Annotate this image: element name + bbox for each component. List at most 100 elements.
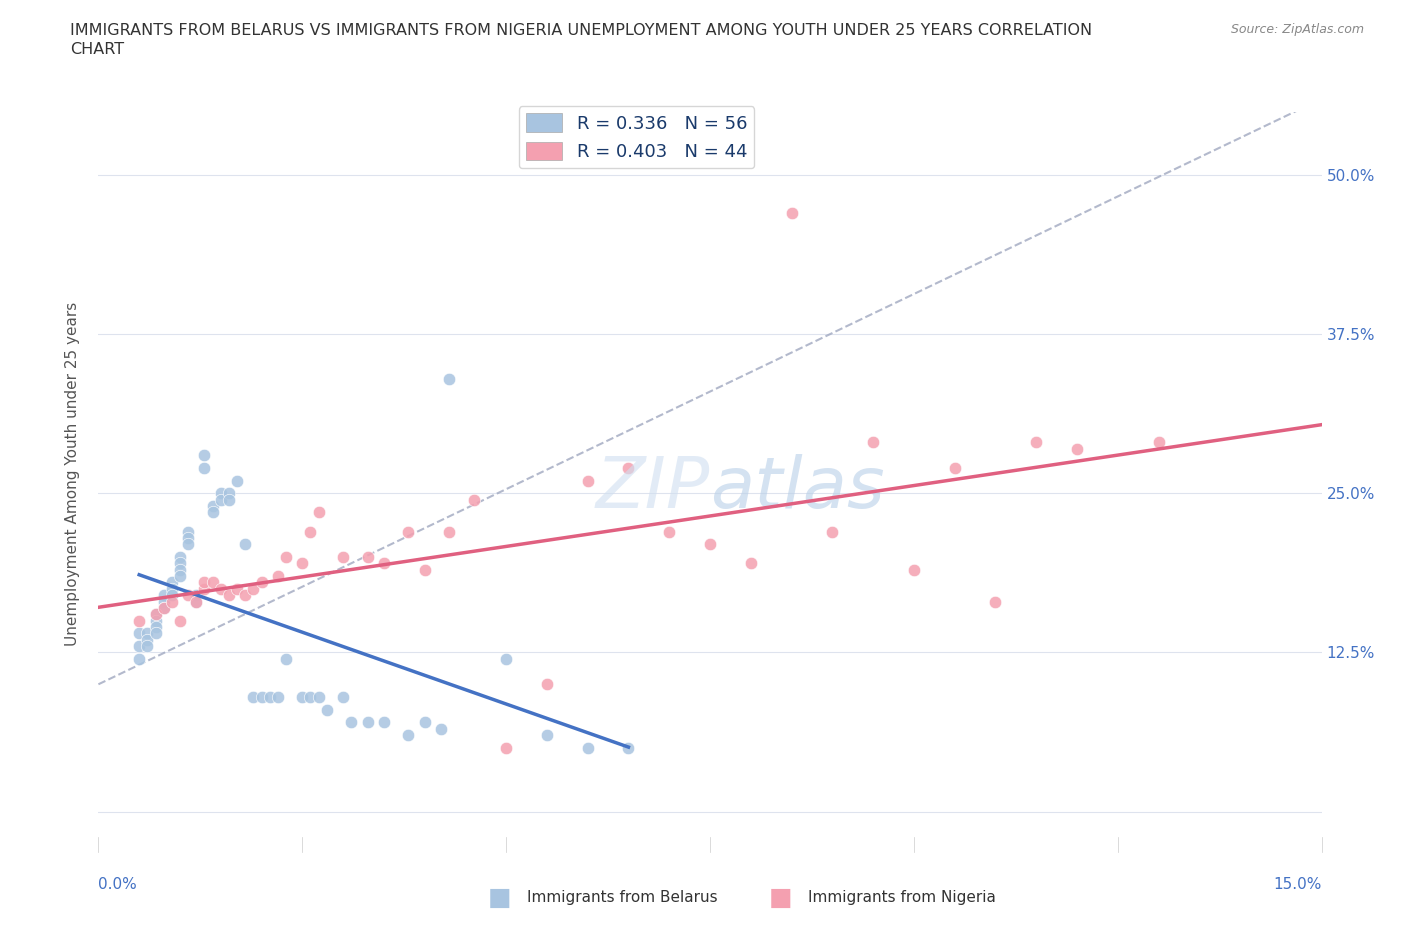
Point: [984, 594, 1007, 609]
Point: [152, 594, 174, 609]
Point: [340, 715, 363, 730]
Point: [658, 525, 681, 539]
Point: [193, 581, 215, 596]
Point: [136, 632, 159, 647]
Point: [160, 588, 183, 603]
Point: [177, 588, 200, 603]
Point: [193, 460, 215, 475]
Point: [250, 689, 273, 704]
Point: [209, 492, 232, 507]
Point: [943, 460, 966, 475]
Point: [145, 613, 167, 628]
Point: [536, 677, 558, 692]
Text: Immigrants from Nigeria: Immigrants from Nigeria: [808, 890, 997, 905]
Text: IMMIGRANTS FROM BELARUS VS IMMIGRANTS FROM NIGERIA UNEMPLOYMENT AMONG YOUTH UNDE: IMMIGRANTS FROM BELARUS VS IMMIGRANTS FR…: [70, 23, 1092, 38]
Point: [128, 639, 150, 654]
Point: [177, 525, 200, 539]
Point: [356, 550, 378, 565]
Point: [226, 581, 249, 596]
Point: [617, 460, 640, 475]
Point: [495, 651, 517, 666]
Point: [903, 563, 925, 578]
Text: 0.0%: 0.0%: [98, 877, 138, 892]
Point: [332, 689, 354, 704]
Text: CHART: CHART: [70, 42, 124, 57]
Text: ■: ■: [769, 885, 792, 910]
Point: [177, 537, 200, 551]
Point: [740, 556, 762, 571]
Point: [145, 619, 167, 634]
Point: [430, 722, 453, 737]
Point: [145, 607, 167, 622]
Point: [160, 581, 183, 596]
Point: [396, 525, 419, 539]
Point: [201, 505, 224, 520]
Point: [437, 525, 460, 539]
Point: [536, 728, 558, 743]
Point: [862, 435, 884, 450]
Point: [169, 550, 191, 565]
Point: [128, 613, 150, 628]
Point: [576, 740, 599, 755]
Point: [169, 563, 191, 578]
Point: [218, 492, 240, 507]
Legend: R = 0.336   N = 56, R = 0.403   N = 44: R = 0.336 N = 56, R = 0.403 N = 44: [519, 106, 755, 168]
Point: [396, 728, 419, 743]
Point: [495, 740, 517, 755]
Point: [218, 486, 240, 501]
Point: [169, 568, 191, 583]
Point: [193, 447, 215, 462]
Point: [226, 473, 249, 488]
Point: [233, 537, 256, 551]
Text: 15.0%: 15.0%: [1274, 877, 1322, 892]
Point: [315, 702, 337, 717]
Point: [209, 486, 232, 501]
Point: [274, 651, 297, 666]
Point: [299, 689, 322, 704]
Point: [267, 568, 290, 583]
Point: [186, 594, 208, 609]
Point: [576, 473, 599, 488]
Point: [169, 613, 191, 628]
Point: [356, 715, 378, 730]
Point: [1025, 435, 1047, 450]
Text: ■: ■: [488, 885, 510, 910]
Point: [152, 601, 174, 616]
Point: [128, 651, 150, 666]
Point: [413, 715, 436, 730]
Point: [413, 563, 436, 578]
Text: ZIP: ZIP: [596, 455, 710, 524]
Point: [160, 594, 183, 609]
Point: [373, 556, 395, 571]
Point: [1066, 442, 1088, 457]
Point: [274, 550, 297, 565]
Point: [218, 588, 240, 603]
Point: [821, 525, 844, 539]
Point: [145, 607, 167, 622]
Point: [699, 537, 721, 551]
Text: Source: ZipAtlas.com: Source: ZipAtlas.com: [1230, 23, 1364, 36]
Y-axis label: Unemployment Among Youth under 25 years: Unemployment Among Youth under 25 years: [65, 302, 80, 646]
Point: [209, 581, 232, 596]
Point: [152, 601, 174, 616]
Point: [186, 588, 208, 603]
Point: [267, 689, 290, 704]
Point: [169, 556, 191, 571]
Point: [201, 575, 224, 590]
Text: atlas: atlas: [710, 455, 884, 524]
Point: [1147, 435, 1170, 450]
Point: [242, 581, 264, 596]
Text: Immigrants from Belarus: Immigrants from Belarus: [527, 890, 718, 905]
Point: [152, 588, 174, 603]
Point: [242, 689, 264, 704]
Point: [308, 505, 330, 520]
Point: [437, 371, 460, 386]
Point: [136, 639, 159, 654]
Point: [259, 689, 281, 704]
Point: [463, 492, 485, 507]
Point: [291, 689, 314, 704]
Point: [780, 206, 803, 220]
Point: [193, 575, 215, 590]
Point: [617, 740, 640, 755]
Point: [145, 626, 167, 641]
